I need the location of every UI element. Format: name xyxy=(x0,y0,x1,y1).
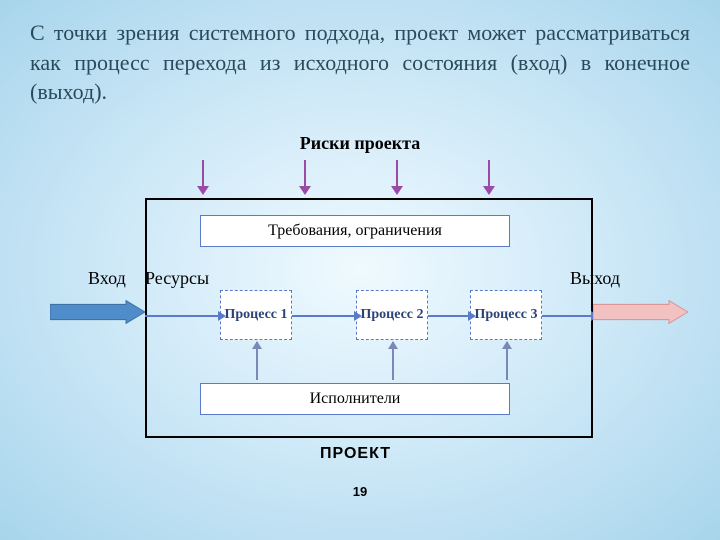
risk-arrow-icon xyxy=(396,160,398,188)
risk-arrow-icon xyxy=(488,160,490,188)
risk-arrow-head-icon xyxy=(299,186,311,195)
connector-line xyxy=(542,315,593,317)
connector-arrow-head-icon xyxy=(354,311,362,321)
connector-arrow-head-icon xyxy=(218,311,226,321)
output-arrow xyxy=(593,300,688,324)
performer-arrow-icon xyxy=(256,342,258,380)
performers-box: Исполнители xyxy=(200,383,510,415)
intro-paragraph: С точки зрения системного подхода, проек… xyxy=(30,18,690,107)
risk-arrow-head-icon xyxy=(483,186,495,195)
connector-line xyxy=(145,315,220,317)
requirements-box: Требования, ограничения xyxy=(200,215,510,247)
performer-arrow-icon xyxy=(392,342,394,380)
risks-label: Риски проекта xyxy=(300,133,420,154)
risk-arrow-icon xyxy=(304,160,306,188)
input-arrow xyxy=(50,300,145,324)
performer-arrow-icon xyxy=(506,342,508,380)
process-box: Процесс 3 xyxy=(470,290,542,340)
output-label: Выход xyxy=(570,268,620,289)
connector-line xyxy=(292,315,356,317)
connector-line xyxy=(428,315,470,317)
process-box: Процесс 1 xyxy=(220,290,292,340)
project-label: ПРОЕКТ xyxy=(320,445,391,463)
connector-arrow-head-icon xyxy=(468,311,476,321)
process-box: Процесс 2 xyxy=(356,290,428,340)
page-number: 19 xyxy=(353,484,367,499)
risk-arrow-icon xyxy=(202,160,204,188)
input-label: Вход xyxy=(88,268,126,289)
risk-arrow-head-icon xyxy=(391,186,403,195)
resources-label: Ресурсы xyxy=(145,268,209,289)
risk-arrow-head-icon xyxy=(197,186,209,195)
